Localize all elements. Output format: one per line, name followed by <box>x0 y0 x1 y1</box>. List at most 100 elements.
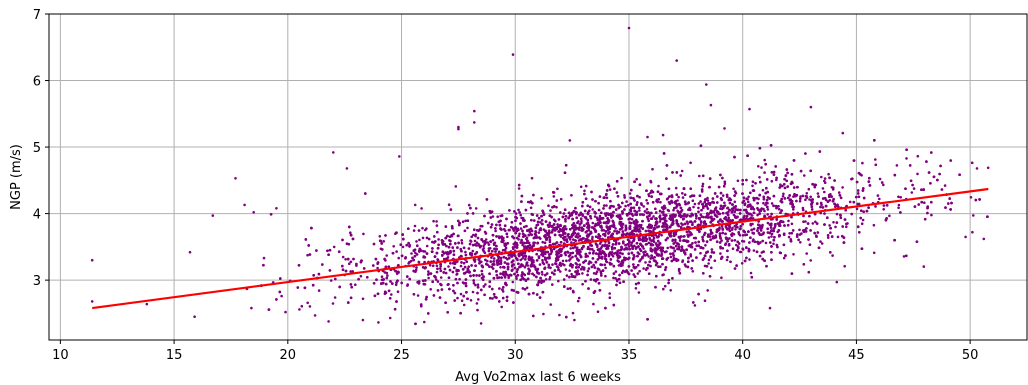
scatter-point <box>717 185 721 189</box>
scatter-point <box>775 176 778 180</box>
scatter-point <box>837 205 840 209</box>
scatter-point <box>306 253 309 257</box>
scatter-point <box>267 308 271 311</box>
scatter-point <box>349 231 352 234</box>
scatter-point <box>589 243 592 247</box>
scatter-point <box>467 265 471 269</box>
scatter-point <box>548 221 552 225</box>
scatter-point <box>733 190 737 193</box>
scatter-point <box>576 233 579 236</box>
scatter-point <box>489 260 493 263</box>
scatter-point <box>532 241 535 245</box>
scatter-point <box>749 271 753 275</box>
scatter-point <box>652 240 656 243</box>
scatter-point <box>578 263 582 267</box>
scatter-point <box>786 185 789 188</box>
scatter-point <box>809 259 812 262</box>
scatter-point <box>448 239 451 242</box>
scatter-point <box>487 247 491 250</box>
scatter-point <box>861 218 865 222</box>
scatter-point <box>867 206 870 209</box>
scatter-point <box>618 214 622 217</box>
scatter-point <box>475 302 479 305</box>
scatter-point <box>413 224 417 228</box>
scatter-point <box>700 221 703 224</box>
scatter-point <box>548 231 551 235</box>
scatter-point <box>354 283 357 287</box>
scatter-point <box>482 275 485 278</box>
scatter-point <box>522 225 526 229</box>
scatter-point <box>497 276 501 279</box>
scatter-point <box>705 203 708 206</box>
scatter-point <box>882 183 885 187</box>
scatter-point <box>429 288 433 291</box>
scatter-point <box>562 278 566 281</box>
scatter-point <box>498 300 501 303</box>
scatter-point <box>733 267 737 270</box>
scatter-point <box>662 287 665 291</box>
scatter-point <box>798 228 801 232</box>
scatter-point <box>665 197 669 201</box>
scatter-point <box>450 234 454 238</box>
scatter-point <box>519 213 522 217</box>
scatter-point <box>552 247 556 251</box>
scatter-point <box>750 228 753 232</box>
scatter-point <box>782 256 786 260</box>
scatter-point <box>575 216 578 219</box>
scatter-point <box>821 197 825 200</box>
scatter-point <box>758 146 762 150</box>
scatter-point <box>672 231 676 235</box>
scatter-point <box>545 272 549 275</box>
scatter-point <box>751 184 754 188</box>
scatter-point <box>695 217 698 220</box>
scatter-point <box>306 301 310 305</box>
scatter-point <box>380 275 384 279</box>
scatter-point <box>317 272 321 276</box>
scatter-point <box>681 196 685 199</box>
scatter-point <box>726 240 729 243</box>
scatter-point <box>548 240 552 244</box>
scatter-point <box>329 279 333 282</box>
scatter-point <box>658 214 662 217</box>
scatter-point <box>801 208 805 212</box>
scatter-point <box>618 217 622 221</box>
scatter-point <box>654 249 658 252</box>
scatter-point <box>760 166 763 169</box>
scatter-point <box>823 196 827 200</box>
scatter-point <box>501 296 505 300</box>
scatter-point <box>644 261 647 264</box>
scatter-point <box>804 230 808 233</box>
scatter-point <box>752 196 755 200</box>
scatter-point <box>466 267 470 271</box>
scatter-point <box>821 187 825 190</box>
scatter-point <box>897 195 900 199</box>
scatter-point <box>651 167 654 171</box>
scatter-point <box>679 206 683 210</box>
scatter-point <box>500 276 503 279</box>
scatter-point <box>710 248 714 251</box>
scatter-point <box>829 251 832 254</box>
scatter-point <box>560 247 564 251</box>
scatter-point <box>792 195 795 198</box>
scatter-point <box>631 230 634 233</box>
scatter-point <box>531 272 534 276</box>
scatter-point <box>382 240 386 243</box>
scatter-point <box>773 223 777 226</box>
scatter-point <box>630 241 634 244</box>
scatter-point <box>513 210 516 213</box>
scatter-point <box>718 232 722 235</box>
scatter-point <box>495 235 498 238</box>
scatter-point <box>671 238 675 242</box>
scatter-point <box>462 272 466 275</box>
scatter-point <box>405 243 409 247</box>
scatter-point <box>392 245 396 248</box>
scatter-point <box>666 236 669 240</box>
scatter-point <box>547 204 550 207</box>
scatter-point <box>611 247 614 251</box>
scatter-point <box>551 263 554 266</box>
scatter-point <box>468 242 472 246</box>
scatter-point <box>708 211 712 215</box>
scatter-point <box>772 229 775 233</box>
scatter-point <box>780 197 783 201</box>
scatter-point <box>535 252 538 256</box>
